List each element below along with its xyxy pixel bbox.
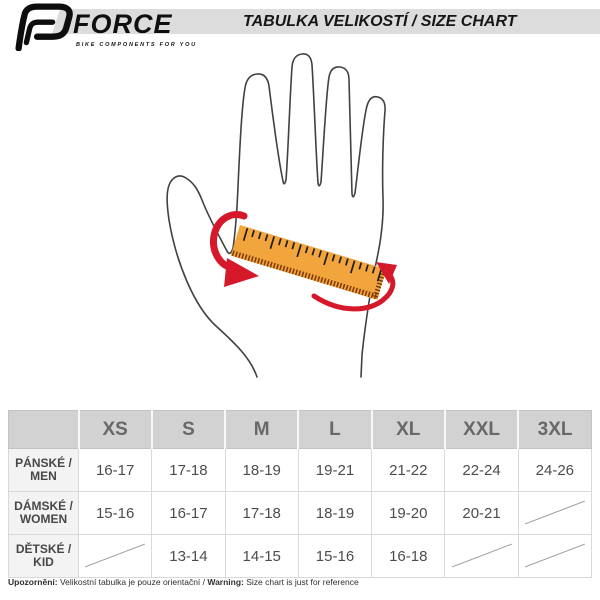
size-cell: 14-15 xyxy=(224,534,299,578)
brand-wordmark: FORCE xyxy=(73,9,173,39)
wrap-arrow-right-head-icon xyxy=(376,262,397,284)
ruler-ticks xyxy=(242,228,383,282)
row-label-line: WOMEN xyxy=(19,512,68,526)
warning-label-cz: Upozornění: xyxy=(8,577,58,587)
size-cell: 20-21 xyxy=(444,491,519,535)
corner-cell xyxy=(8,410,79,449)
size-cell-empty xyxy=(444,534,519,578)
size-cell: 15-16 xyxy=(77,491,153,535)
size-cell: 18-19 xyxy=(224,448,299,492)
header-band xyxy=(52,9,600,34)
size-cell: 16-18 xyxy=(371,534,446,578)
brand-tagline: BIKE COMPONENTS FOR YOU xyxy=(76,41,197,48)
wrap-arrow-left-head-icon xyxy=(224,258,259,287)
size-cell: 17-18 xyxy=(224,491,299,535)
wrap-arrow-right xyxy=(311,271,396,312)
hand-outline xyxy=(166,53,386,378)
col-header-xl: XL xyxy=(370,410,445,449)
hand-measure-illustration xyxy=(166,53,397,378)
table-row-women: DÁMSKÉ / WOMEN 15-16 16-17 17-18 18-19 1… xyxy=(8,491,593,535)
slash-icon xyxy=(526,501,584,525)
wrap-arrows xyxy=(209,211,397,312)
slash-icon xyxy=(526,544,584,568)
row-label-line: DÁMSKÉ / xyxy=(14,499,73,513)
col-header-l: L xyxy=(297,410,372,449)
row-label-line: PÁNSKÉ / xyxy=(15,456,72,470)
slash-icon xyxy=(86,544,144,568)
size-cell: 19-21 xyxy=(297,448,373,492)
warning-text-en: Size chart is just for reference xyxy=(243,577,359,587)
size-cell: 21-22 xyxy=(371,448,446,492)
size-cell: 17-18 xyxy=(151,448,226,492)
col-header-xxl: XXL xyxy=(443,410,519,449)
row-label-women: DÁMSKÉ / WOMEN xyxy=(8,491,79,535)
size-cell: 16-17 xyxy=(77,448,153,492)
size-cell: 22-24 xyxy=(444,448,519,492)
tape-end-fringe xyxy=(372,269,386,299)
tape-fringe xyxy=(231,250,379,300)
size-table-header-row: XS S M L XL XXL 3XL xyxy=(8,410,592,449)
size-cell: 16-17 xyxy=(151,491,226,535)
size-table: XS S M L XL XXL 3XL PÁNSKÉ / MEN 16-17 1… xyxy=(8,410,593,578)
measuring-tape-icon xyxy=(230,225,387,300)
row-label-line: DĚTSKÉ / xyxy=(15,542,72,556)
page-title: TABULKA VELIKOSTÍ / SIZE CHART xyxy=(243,13,517,30)
col-header-s: S xyxy=(150,410,226,449)
row-label-kid: DĚTSKÉ / KID xyxy=(8,534,79,578)
tape-body xyxy=(230,225,387,300)
size-cell-empty xyxy=(77,534,153,578)
warning-text-cz: Velikostní tabulka je pouze orientační / xyxy=(57,577,208,587)
size-cell-empty xyxy=(517,491,593,535)
size-cell: 15-16 xyxy=(297,534,373,578)
row-label-men: PÁNSKÉ / MEN xyxy=(8,448,79,492)
size-cell: 18-19 xyxy=(297,491,373,535)
size-cell-empty xyxy=(517,534,593,578)
col-header-m: M xyxy=(224,410,299,449)
table-row-kid: DĚTSKÉ / KID 13-14 14-15 15-16 16-18 xyxy=(8,534,593,578)
row-label-line: KID xyxy=(33,555,54,569)
row-label-line: MEN xyxy=(30,469,57,483)
size-cell: 19-20 xyxy=(371,491,446,535)
force-logo-icon xyxy=(15,3,73,51)
col-header-xs: XS xyxy=(77,410,152,449)
size-cell: 24-26 xyxy=(517,448,593,492)
slash-icon xyxy=(453,544,511,568)
col-header-3xl: 3XL xyxy=(517,410,592,449)
size-cell: 13-14 xyxy=(151,534,226,578)
table-row-men: PÁNSKÉ / MEN 16-17 17-18 18-19 19-21 21-… xyxy=(8,448,593,492)
wrap-arrow-left xyxy=(209,211,248,272)
footer-warning-note: Upozornění: Velikostní tabulka je pouze … xyxy=(8,577,359,587)
warning-label-en: Warning: xyxy=(207,577,244,587)
